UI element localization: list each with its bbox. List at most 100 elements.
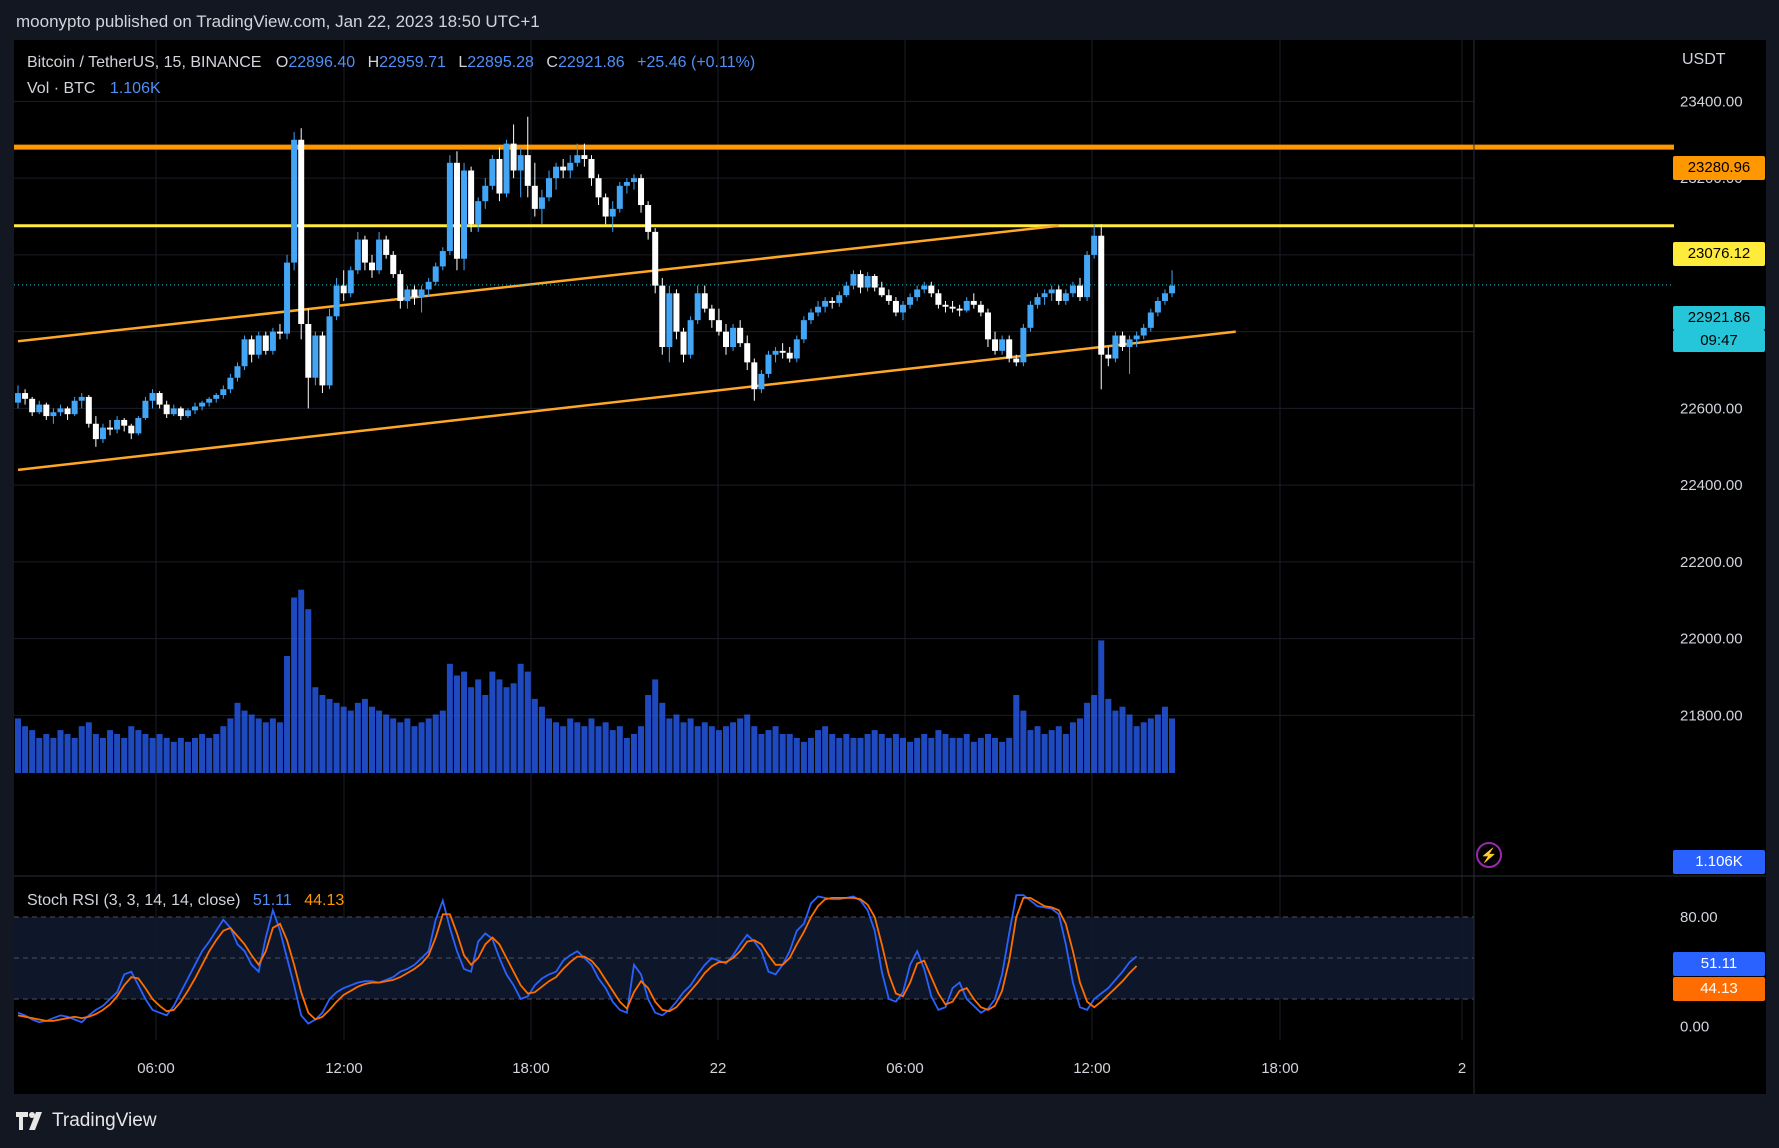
stoch-rsi-legend: Stoch RSI (3, 3, 14, 14, close) 51.11 44…: [27, 892, 344, 910]
chart-canvas[interactable]: 80.000.00 23400.0023200.0023000.0022800.…: [14, 40, 1766, 1094]
candle-body: [142, 400, 149, 419]
candle-body: [864, 276, 871, 288]
candle-body: [503, 143, 510, 194]
volume-bar: [99, 737, 106, 773]
candle-body: [1126, 339, 1133, 348]
candle-body: [531, 185, 538, 209]
volume-bar: [1077, 718, 1083, 773]
volume-bar: [255, 718, 262, 773]
candle-body: [984, 312, 991, 340]
candle-body: [553, 166, 560, 179]
volume-bar: [78, 726, 85, 773]
volume-bar: [128, 726, 135, 773]
candle-body: [1006, 339, 1013, 359]
volume-bar: [453, 675, 460, 773]
candle-body: [1020, 327, 1027, 363]
volume-bar: [57, 730, 64, 773]
volume-bar: [730, 722, 737, 773]
candle-body: [248, 339, 255, 355]
candle-body: [574, 155, 581, 163]
candle-body: [744, 343, 751, 363]
volume-bar: [234, 702, 241, 773]
candle-body: [715, 320, 722, 332]
price-tick-label: 22200.00: [1680, 554, 1743, 571]
volume-bar: [609, 730, 616, 773]
volume-bar: [1041, 734, 1048, 773]
candle-body: [970, 300, 977, 305]
volume-bar: [949, 737, 956, 773]
volume-bar: [977, 737, 984, 773]
candle-body: [29, 398, 36, 413]
lightning-icon[interactable]: ⚡: [1476, 842, 1502, 868]
volume-bar: [588, 718, 595, 773]
volume-bar: [616, 726, 623, 773]
tradingview-logo[interactable]: TradingView: [16, 1110, 157, 1132]
candles: [15, 116, 1176, 447]
volume-bar: [581, 726, 588, 773]
volume-bar: [737, 718, 744, 773]
volume-bar: [411, 726, 418, 773]
volume-bar: [291, 597, 298, 773]
candle-body: [1169, 285, 1176, 294]
brand-name: TradingView: [52, 1110, 157, 1131]
volume-bar: [914, 737, 921, 773]
symbol-legend: Bitcoin / TetherUS, 15, BINANCE O22896.4…: [27, 54, 755, 72]
candle-body: [630, 178, 637, 182]
candle-body: [878, 287, 885, 296]
candle-body: [928, 285, 935, 294]
countdown-tag: 09:47: [1673, 330, 1765, 352]
candle-body: [815, 306, 822, 313]
candle-body: [914, 289, 921, 298]
volume-bar: [284, 656, 291, 773]
candle-body: [1041, 293, 1048, 298]
volume-bar: [531, 698, 538, 773]
chart-panel[interactable]: 80.000.00 23400.0023200.0023000.0022800.…: [14, 40, 1766, 1094]
candle-body: [800, 320, 807, 340]
candle-body: [1161, 293, 1168, 301]
volume-bar: [871, 730, 878, 773]
candle-body: [326, 316, 333, 386]
candle-body: [935, 293, 942, 305]
volume-bar: [630, 734, 637, 773]
candle-body: [1140, 327, 1147, 336]
candle-body: [333, 285, 340, 317]
currency-label: USDT: [1682, 51, 1726, 68]
volume-bar: [892, 734, 899, 773]
candle-body: [36, 404, 43, 413]
volume-bar: [553, 722, 560, 773]
candle-body: [616, 185, 623, 209]
volume-bar: [992, 737, 999, 773]
volume-bar: [560, 726, 567, 773]
candle-body: [1119, 335, 1126, 348]
volume-bar: [142, 734, 149, 773]
candle-body: [921, 285, 928, 290]
candle-body: [1069, 285, 1076, 294]
candle-body: [15, 393, 21, 403]
candle-body: [255, 335, 262, 355]
candle-body: [220, 389, 227, 395]
volume-bar: [836, 737, 843, 773]
volume-bar: [71, 737, 78, 773]
volume-bar: [418, 722, 425, 773]
candle-body: [269, 331, 276, 351]
volume-bar: [276, 722, 283, 773]
candle-body: [71, 400, 78, 415]
stoch-rsi-pane: 80.00 0.00: [14, 894, 1718, 1035]
volume-bar: [397, 722, 404, 773]
candle-body: [276, 331, 283, 334]
candle-body: [482, 185, 489, 202]
volume-bar: [758, 734, 765, 773]
candle-body: [829, 300, 836, 303]
time-tick-label: 12:00: [1073, 1060, 1111, 1077]
candle-body: [1133, 335, 1140, 340]
volume-bar: [1084, 702, 1091, 773]
volume-bar: [900, 737, 906, 773]
volume-bar: [213, 734, 220, 773]
close-label: C: [546, 54, 558, 71]
candle-body: [453, 162, 460, 259]
channel-line-0: [17, 224, 1059, 343]
volume-label: Vol · BTC: [27, 80, 96, 97]
candle-body: [588, 158, 595, 179]
candle-body: [822, 300, 829, 307]
candle-body: [602, 197, 609, 217]
